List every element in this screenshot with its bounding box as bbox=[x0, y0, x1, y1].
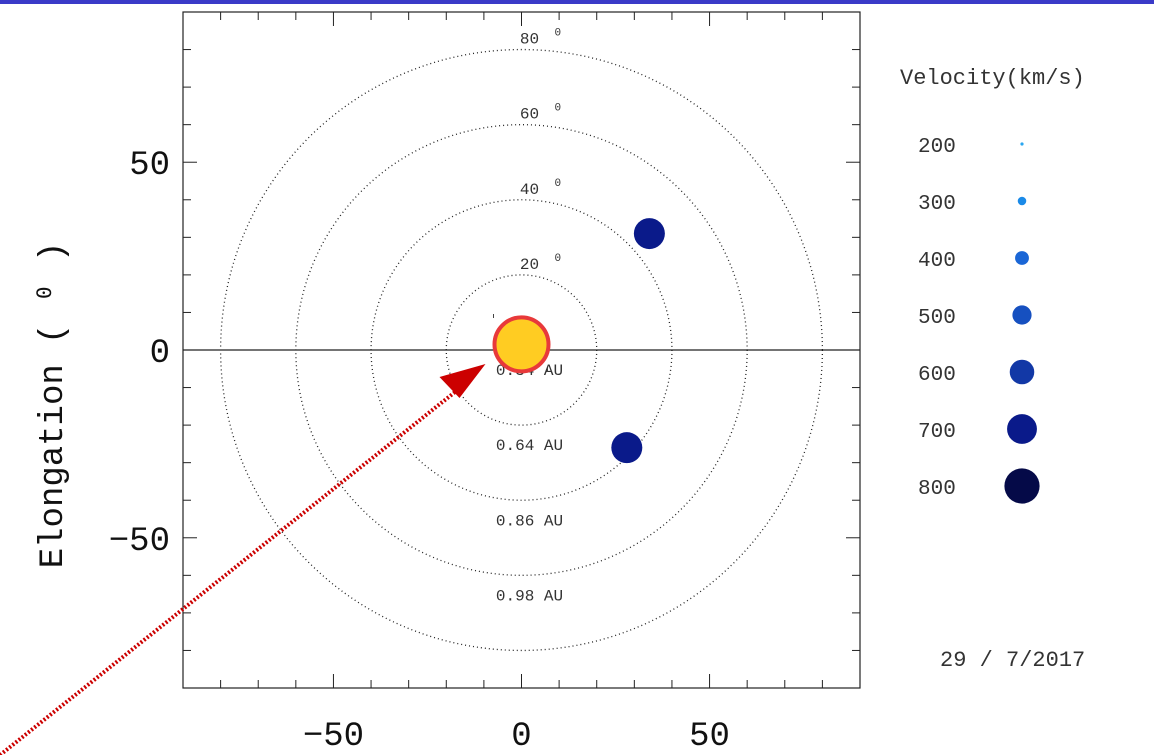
elongation-ring bbox=[370, 199, 673, 501]
legend-marker bbox=[1012, 305, 1032, 325]
x-tick-label: 0 bbox=[511, 718, 531, 755]
legend-marker bbox=[1017, 196, 1027, 206]
legend: Velocity(km/s) 200 300 400 500 600 700 800 bbox=[900, 66, 1085, 504]
annotation-arrow bbox=[0, 364, 486, 755]
x-tick-label: 50 bbox=[689, 718, 730, 755]
elongation-ring bbox=[219, 48, 824, 652]
legend-label: 200 bbox=[918, 136, 956, 159]
ring-distance-label: 0.98 AU bbox=[496, 587, 563, 605]
y-tick-label: 50 bbox=[129, 147, 170, 185]
cme-data-point bbox=[611, 432, 643, 464]
elongation-ring bbox=[445, 274, 598, 426]
sun-marker bbox=[492, 315, 551, 374]
elongation-rings bbox=[219, 48, 824, 652]
ring-angle-label: 40 bbox=[520, 181, 539, 199]
annotation-arrow-head bbox=[439, 364, 486, 398]
top-border-line bbox=[0, 0, 1154, 4]
legend-label: 700 bbox=[918, 421, 956, 444]
legend-marker bbox=[1007, 414, 1037, 444]
degree-symbol: 0 bbox=[555, 178, 562, 190]
legend-label: 600 bbox=[918, 364, 956, 387]
legend-label: 800 bbox=[918, 478, 956, 501]
axis-ticks bbox=[183, 12, 860, 688]
legend-label: 300 bbox=[918, 193, 956, 216]
date-label: 29 / 7/2017 bbox=[940, 648, 1085, 673]
legend-marker bbox=[1004, 468, 1040, 504]
data-points bbox=[611, 218, 665, 464]
ring-angle-label: 60 bbox=[520, 106, 539, 124]
ring-distance-label: 0.86 AU bbox=[496, 512, 563, 530]
legend-title: Velocity(km/s) bbox=[900, 66, 1085, 91]
y-tick-label: 0 bbox=[150, 335, 170, 373]
sun-group bbox=[492, 314, 551, 374]
degree-symbol: 0 bbox=[555, 28, 562, 40]
ring-angle-label: 20 bbox=[520, 256, 539, 274]
legend-marker bbox=[1009, 359, 1035, 385]
cme-data-point bbox=[633, 218, 665, 250]
elongation-ring bbox=[295, 124, 748, 576]
ring-angle-label: 80 bbox=[520, 31, 539, 49]
legend-label: 500 bbox=[918, 307, 956, 330]
y-axis-label: Elongation ( ⁰ ) bbox=[35, 242, 73, 569]
legend-marker bbox=[1020, 142, 1024, 146]
legend-label: 400 bbox=[918, 250, 956, 273]
x-tick-label: −50 bbox=[303, 718, 364, 755]
degree-symbol: 0 bbox=[555, 253, 562, 265]
legend-marker bbox=[1015, 251, 1029, 265]
degree-symbol: 0 bbox=[555, 103, 562, 115]
ring-distance-label: 0.64 AU bbox=[496, 437, 563, 455]
tick-labels: −50 0 50 50 0 −50 bbox=[109, 147, 730, 755]
y-tick-label: −50 bbox=[109, 523, 170, 561]
